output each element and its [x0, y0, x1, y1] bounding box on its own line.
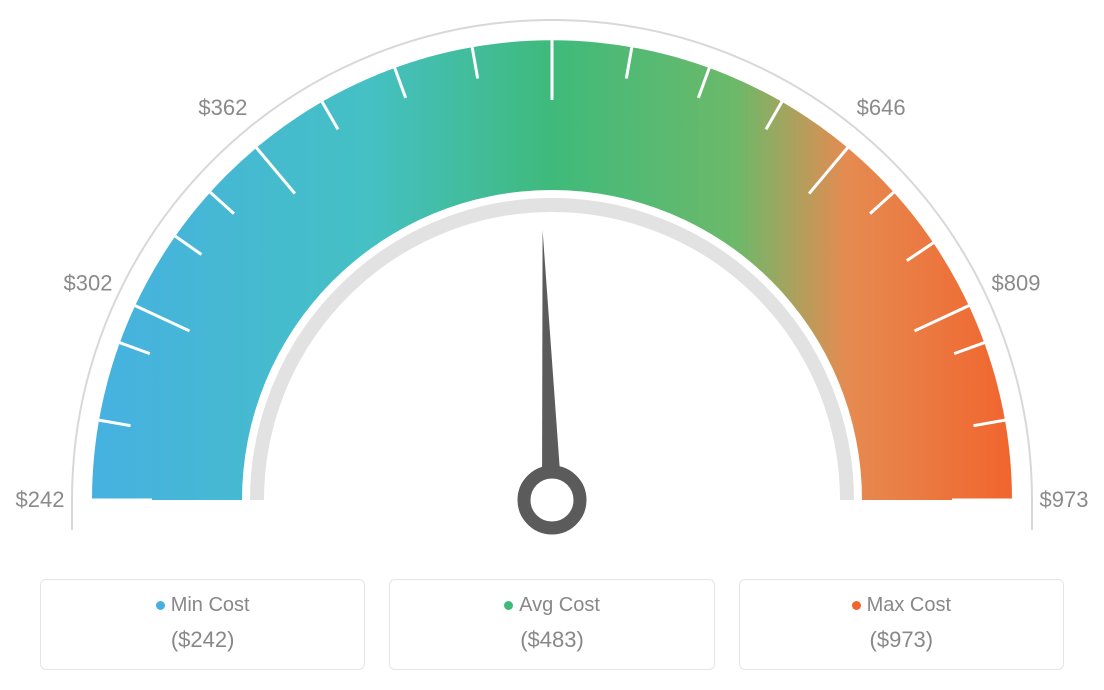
legend-avg-title: Avg Cost: [400, 594, 703, 617]
legend-row: Min Cost ($242) Avg Cost ($483) Max Cost…: [40, 579, 1064, 670]
gauge-tick-label: $302: [63, 271, 112, 296]
dot-icon: [156, 601, 165, 610]
gauge-tick-label: $362: [198, 95, 247, 120]
cost-gauge-widget: $242$302$362$483$646$809$973 Min Cost ($…: [0, 0, 1104, 690]
gauge-tick-label: $646: [857, 95, 906, 120]
gauge-tick-label: $809: [992, 271, 1041, 296]
legend-max: Max Cost ($973): [739, 579, 1064, 670]
legend-avg-label: Avg Cost: [519, 594, 600, 616]
legend-avg-value: ($483): [400, 627, 703, 653]
legend-max-title: Max Cost: [750, 594, 1053, 617]
dot-icon: [504, 601, 513, 610]
legend-min-value: ($242): [51, 627, 354, 653]
dot-icon: [852, 601, 861, 610]
legend-avg: Avg Cost ($483): [389, 579, 714, 670]
legend-max-label: Max Cost: [867, 594, 951, 616]
gauge-tick-label: $242: [16, 487, 65, 512]
gauge-chart: $242$302$362$483$646$809$973: [0, 0, 1104, 580]
gauge-hub: [524, 472, 580, 528]
gauge-tick-label: $973: [1040, 487, 1089, 512]
legend-min: Min Cost ($242): [40, 579, 365, 670]
legend-min-label: Min Cost: [171, 594, 250, 616]
legend-max-value: ($973): [750, 627, 1053, 653]
legend-min-title: Min Cost: [51, 594, 354, 617]
